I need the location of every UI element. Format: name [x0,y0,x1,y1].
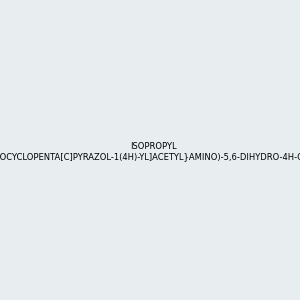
Text: ISOPROPYL 2-({2-[3-(TRIFLUOROMETHYL)-5,6-DIHYDROCYCLOPENTA[C]PYRAZOL-1(4H)-YL]AC: ISOPROPYL 2-({2-[3-(TRIFLUOROMETHYL)-5,6… [0,142,300,161]
